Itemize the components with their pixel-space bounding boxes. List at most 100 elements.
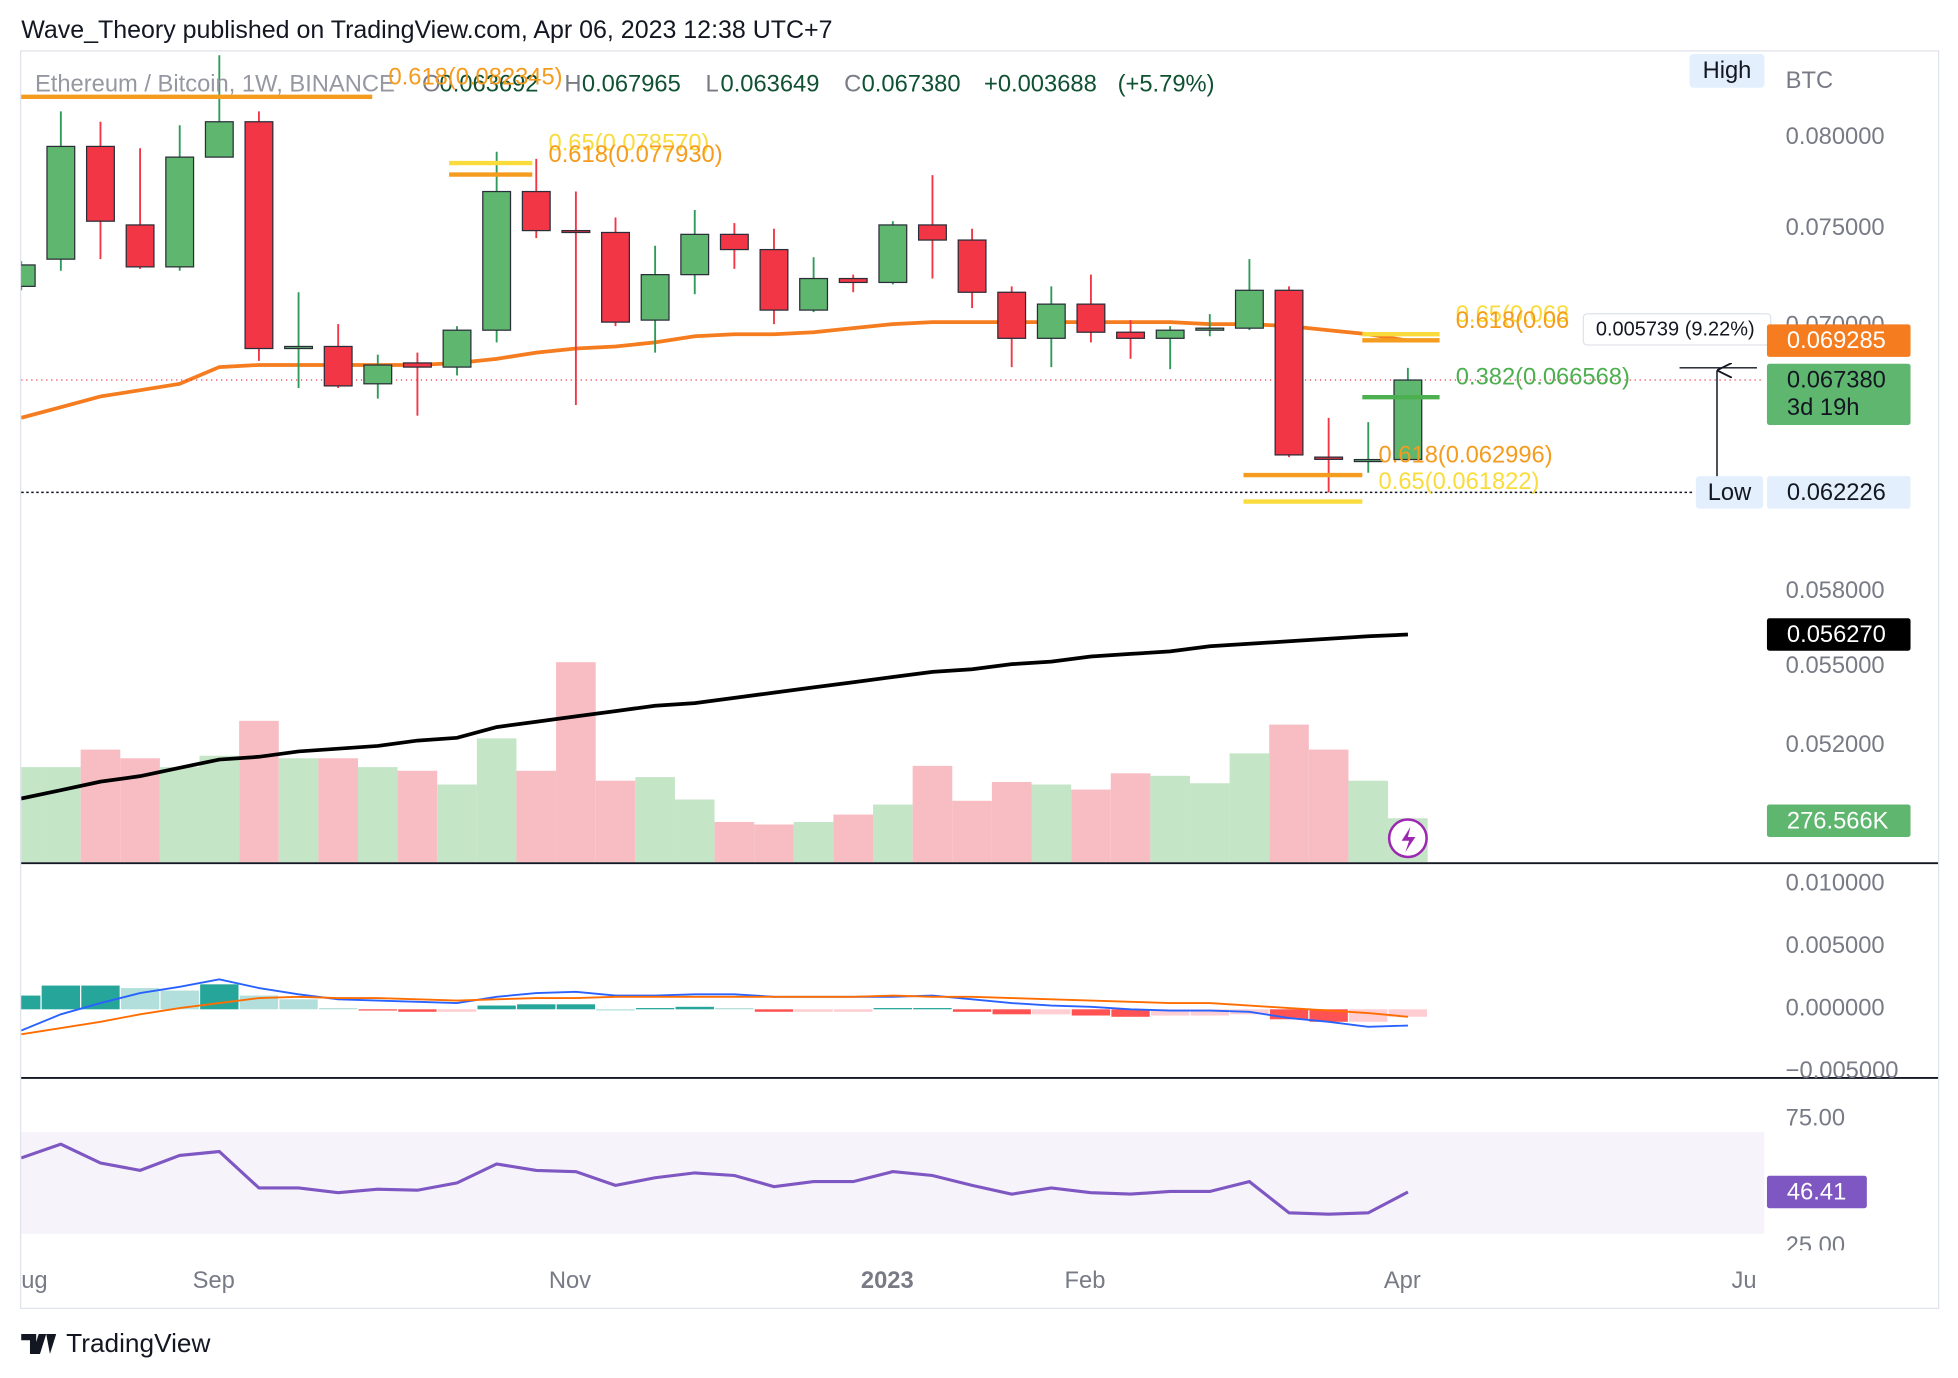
low-box [1695, 476, 1764, 509]
macd-hist [21, 995, 41, 1010]
fib-label: 0.618(0.062996) [1379, 443, 1553, 469]
fib-label: 0.65(0.068 [1456, 302, 1569, 328]
volume-bar [1110, 773, 1151, 862]
currency-label: BTC [1786, 68, 1833, 94]
candle-body [799, 277, 829, 311]
macd-hist [873, 1008, 913, 1010]
volume-bar [873, 804, 913, 862]
volume-bar [1269, 724, 1309, 862]
axis-mask [1766, 1250, 1937, 1307]
macd-tick-label: 0.005000 [1786, 933, 1885, 959]
candle-body [957, 239, 987, 293]
candle-body [165, 156, 195, 268]
volume-bar [1229, 753, 1270, 862]
high-label: High [1703, 58, 1752, 84]
candle-body [1314, 456, 1344, 460]
candle-body [997, 291, 1027, 339]
volume-bar [1348, 780, 1389, 862]
volume-bar [159, 767, 200, 862]
macd-hist [477, 1005, 516, 1010]
publish-header: Wave_Theory published on TradingView.com… [21, 16, 832, 44]
volume-bar [476, 738, 517, 862]
volume-bar [635, 777, 675, 862]
candle-body [759, 248, 789, 311]
moving-average [21, 320, 1409, 420]
macd-hist [1032, 1009, 1071, 1015]
macd-hist [556, 1004, 596, 1010]
volume-tag: 276.566K [1787, 808, 1889, 834]
candle-body [21, 264, 36, 287]
fib-label: 0.382(0.066568) [1456, 365, 1630, 391]
legend-value: 0.067965 [582, 72, 681, 98]
ma-tag-box [1766, 324, 1911, 357]
rsi-pane [21, 1131, 1765, 1234]
macd-hist [1309, 1009, 1348, 1022]
candle-body [680, 233, 710, 276]
rsi-band [21, 1131, 1765, 1234]
volume-bar [199, 755, 240, 862]
fib-label: 0.618(0.06 [1456, 308, 1569, 334]
candle-body [1076, 303, 1106, 333]
candle-body [838, 277, 868, 284]
ma-tag-box [1766, 618, 1911, 651]
y-tick-label: 0.052000 [1786, 732, 1885, 758]
macd-hist [1071, 1009, 1111, 1016]
fib-label: 0.618(0.077930) [549, 142, 723, 168]
candle-body [442, 329, 472, 368]
legend-key: O [422, 72, 440, 98]
macd-hist [1349, 1009, 1388, 1022]
x-tick-label: 2023 [861, 1268, 914, 1294]
volume-bar [595, 780, 636, 862]
volume-bar [1308, 749, 1349, 862]
macd-hist [81, 985, 120, 1010]
candle-body [1234, 289, 1264, 329]
moving-average [21, 632, 1409, 801]
volume-bar [1189, 783, 1230, 862]
candle-body [719, 233, 749, 251]
fib-label: 0.618(0.082345) [388, 64, 562, 90]
volume-bar [714, 821, 755, 862]
fib-label: 0.65(0.061822) [1379, 469, 1540, 495]
x-tick-label: Ju [1731, 1268, 1756, 1294]
candle-body [878, 224, 908, 284]
volume-bar [278, 758, 319, 862]
candle-body [1353, 458, 1383, 463]
candle-body [917, 224, 947, 241]
x-tick-label: Feb [1065, 1268, 1106, 1294]
macd-hist [596, 1009, 635, 1011]
macd-hist [160, 990, 199, 1010]
volume-bar [991, 781, 1032, 862]
rsi-line [21, 1142, 1409, 1216]
volume-bar [754, 824, 794, 862]
macd-hist [1111, 1009, 1150, 1017]
candle-body [323, 345, 353, 387]
candle-body [1195, 327, 1225, 331]
volume-bar [318, 758, 358, 862]
candle-body [363, 364, 393, 385]
high-box [1689, 54, 1765, 88]
volume-bar [516, 770, 557, 862]
macd-hist [279, 999, 318, 1010]
price-pane [21, 55, 1765, 862]
axes: 0.0800000.0750000.0700000.0580000.055000… [21, 124, 1898, 1294]
volume-bar [21, 767, 42, 862]
logo-dot [37, 1334, 45, 1342]
x-tick-label: ug [21, 1268, 47, 1294]
candle-body [402, 362, 432, 368]
candle-body [1036, 303, 1066, 339]
footer-brand: TradingView [66, 1328, 210, 1358]
legend-value: 0.067380 [862, 72, 961, 98]
candle-body [1155, 329, 1185, 339]
close-tag-box [1766, 363, 1911, 425]
volume-bar [357, 767, 398, 862]
volume-bar [952, 800, 992, 862]
macd-hist [1190, 1009, 1229, 1016]
volume-bar [793, 821, 834, 862]
macd-hist [1150, 1009, 1190, 1016]
volume-bar [1150, 775, 1190, 862]
x-tick-label: Apr [1384, 1268, 1421, 1294]
macd-hist [992, 1009, 1031, 1015]
low-tag: 0.062226 [1787, 480, 1886, 506]
